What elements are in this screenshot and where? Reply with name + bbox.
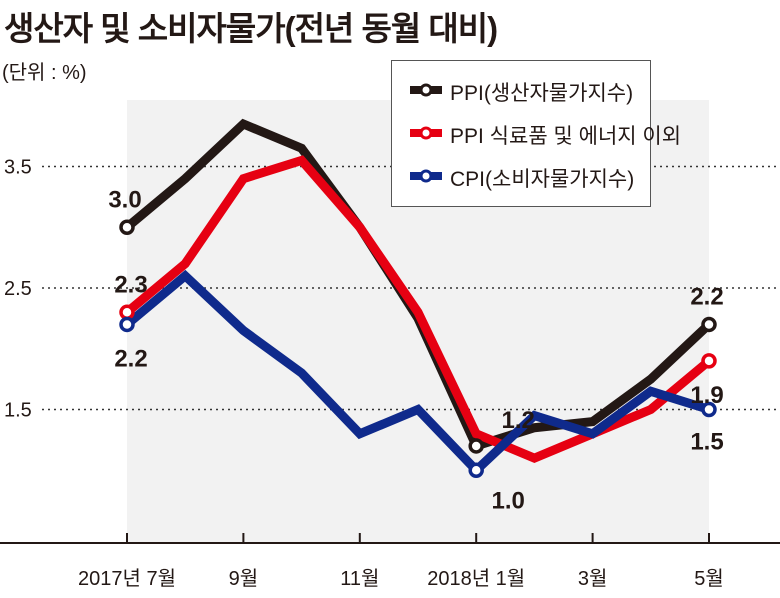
data-label: 1.9 bbox=[690, 382, 723, 409]
data-label: 2.2 bbox=[114, 345, 147, 372]
data-point-marker bbox=[468, 438, 484, 454]
series-line-1 bbox=[124, 155, 712, 463]
x-tick-label: 2018년 1월 bbox=[427, 567, 525, 590]
legend-item-cpi: CPI(소비자물가지수) bbox=[410, 163, 634, 193]
series-line-2 bbox=[124, 269, 711, 477]
chart-title: 생산자 및 소비자물가(전년 동월 대비) bbox=[4, 10, 498, 47]
data-label: 1.5 bbox=[690, 429, 723, 456]
data-point-marker bbox=[119, 316, 135, 333]
data-label: 1.2 bbox=[502, 407, 535, 434]
x-tick-label: 9월 bbox=[229, 567, 259, 590]
x-tick-label: 11월 bbox=[340, 567, 379, 590]
legend-label: PPI(생산자물가지수) bbox=[450, 82, 634, 105]
data-point-marker bbox=[701, 316, 717, 333]
x-tick-label: 3월 bbox=[578, 567, 608, 590]
x-tick-label: 5월 bbox=[694, 567, 724, 590]
y-tick-label: 1.5 bbox=[4, 400, 32, 422]
data-label: 1.0 bbox=[492, 487, 525, 514]
x-tick-label: 2017년 7월 bbox=[78, 567, 176, 590]
data-label: 2.3 bbox=[114, 271, 147, 298]
data-point-marker bbox=[119, 219, 135, 235]
legend-item-ppi-core: PPI 식료품 및 에너지 이외 bbox=[410, 120, 681, 150]
data-point-marker bbox=[701, 401, 717, 418]
legend-label: CPI(소비자물가지수) bbox=[450, 168, 635, 191]
y-tick-label: 2.5 bbox=[4, 278, 32, 300]
legend-marker-icon bbox=[410, 80, 450, 104]
data-point-marker bbox=[119, 304, 135, 321]
legend-marker-icon bbox=[410, 123, 450, 147]
legend-marker-icon bbox=[410, 166, 450, 190]
y-tick-label: 3.5 bbox=[4, 157, 32, 179]
unit-label: (단위 : %) bbox=[2, 62, 87, 84]
data-point-marker bbox=[701, 353, 717, 369]
data-label: 2.2 bbox=[690, 283, 723, 310]
legend-item-ppi: PPI(생산자물가지수) bbox=[410, 77, 633, 107]
legend: PPI(생산자물가지수) PPI 식료품 및 에너지 이외 CPI(소비자물가지… bbox=[391, 60, 681, 207]
data-point-marker bbox=[468, 462, 484, 478]
data-label: 3.0 bbox=[108, 186, 141, 213]
legend-label: PPI 식료품 및 에너지 이외 bbox=[450, 125, 682, 148]
